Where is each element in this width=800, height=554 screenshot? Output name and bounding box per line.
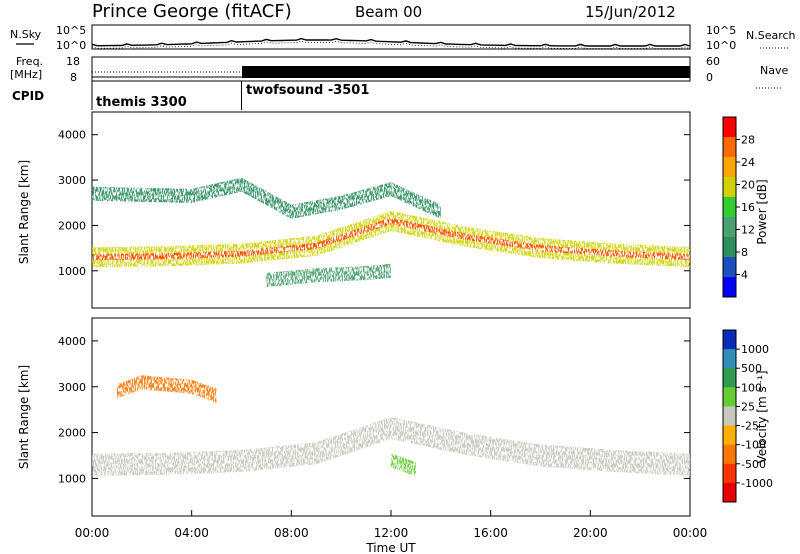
noise-right-tick-bottom: 10^0: [706, 39, 736, 52]
velocity-colorbar-swatch: [723, 387, 736, 407]
beam-label: Beam 00: [355, 3, 422, 21]
y-tick-label: 2000: [58, 219, 86, 232]
velocity-band: [92, 417, 690, 476]
power-band: [266, 263, 391, 287]
velocity-colorbar-tick-label: -100: [741, 439, 766, 452]
freq-label-2: [MHz]: [10, 68, 42, 81]
noise-sky-line: [91, 37, 691, 47]
power-colorbar-swatch: [723, 237, 736, 258]
power-colorbar-swatch: [723, 277, 736, 298]
x-tick-label: 16:00: [473, 526, 508, 540]
velocity-ylabel: Slant Range [km]: [17, 365, 31, 469]
power-colorbar-tick-label: 16: [741, 201, 755, 214]
x-tick-label: 08:00: [274, 526, 309, 540]
velocity-colorbar-swatch: [723, 482, 736, 503]
noise-left-label: N.Sky: [10, 28, 42, 41]
y-tick-label: 1000: [58, 265, 86, 278]
noise-right-tick-top: 10^5: [706, 24, 736, 37]
y-tick-label: 3000: [58, 174, 86, 187]
velocity-colorbar-tick-label: -25: [741, 420, 759, 433]
noise-panel: [91, 24, 691, 50]
velocity-colorbar-swatch: [723, 330, 736, 350]
y-tick-label: 3000: [58, 381, 86, 394]
x-axis-label: Time UT: [365, 541, 416, 554]
velocity-colorbar-swatch: [723, 425, 736, 446]
velocity-colorbar-swatch: [723, 368, 736, 388]
velocity-colorbar: 1000 500 100 25 -25 -100 -500 -1000: [722, 329, 773, 503]
cpid-segment-2: twofsound -3501: [246, 83, 369, 98]
velocity-colorbar-label: Velocity [m s⁻¹]: [755, 370, 769, 463]
power-colorbar-swatch: [723, 137, 736, 158]
nave-tick-bottom: 0: [706, 71, 713, 84]
power-colorbar-swatch: [723, 157, 736, 178]
date-label: 15/Jun/2012: [585, 3, 676, 21]
velocity-colorbar-swatch: [723, 406, 736, 427]
noise-search-line: [91, 40, 691, 49]
power-colorbar-swatch: [723, 217, 736, 238]
freq-panel: [91, 56, 691, 82]
power-colorbar-tick-label: 8: [741, 246, 748, 259]
velocity-band: [391, 453, 416, 477]
velocity-colorbar-tick-label: 500: [741, 362, 762, 375]
power-colorbar-swatch: [723, 117, 736, 138]
velocity-colorbar-swatch: [723, 349, 736, 369]
noise-left-tick-top: 10^5: [56, 24, 86, 37]
power-colorbar-tick-label: 12: [741, 224, 755, 237]
power-colorbar-label: Power [dB]: [755, 179, 769, 244]
y-tick-label: 4000: [58, 129, 86, 142]
velocity-colorbar-tick-label: 100: [741, 381, 762, 394]
power-colorbar: 28 24 20 16 12 8 4: [722, 116, 755, 298]
noise-left-tick-bottom: 10^0: [56, 39, 86, 52]
x-tick-label: 00:00: [75, 526, 110, 540]
velocity-panel: 1000 2000 3000 4000: [58, 317, 691, 517]
power-colorbar-swatch: [723, 257, 736, 278]
velocity-colorbar-swatch: [723, 444, 736, 465]
power-colorbar-swatch: [723, 177, 736, 198]
velocity-colorbar-tick-label: -500: [741, 458, 766, 471]
velocity-colorbar-tick-label: 25: [741, 400, 755, 413]
power-band-core: [92, 217, 690, 261]
station-title: Prince George (fitACF): [92, 1, 292, 22]
y-tick-label: 1000: [58, 472, 86, 485]
y-tick-label: 2000: [58, 427, 86, 440]
power-band: [92, 177, 441, 219]
power-ylabel: Slant Range [km]: [17, 160, 31, 264]
power-colorbar-tick-label: 4: [741, 269, 748, 282]
velocity-colorbar-swatch: [723, 463, 736, 484]
cpid-segment-1: themis 3300: [96, 95, 187, 110]
freq-tick-bottom: 8: [70, 71, 77, 84]
velocity-colorbar-tick-label: 1000: [741, 343, 769, 356]
x-tick-label: 04:00: [174, 526, 209, 540]
freq-tick-top: 18: [66, 55, 80, 68]
freq-label-1: Freq.: [16, 55, 43, 68]
cpid-label: CPID: [12, 89, 44, 103]
power-colorbar-swatch: [723, 197, 736, 218]
nave-tick-top: 60: [706, 55, 720, 68]
nave-block: [242, 66, 690, 78]
power-colorbar-tick-label: 24: [741, 156, 755, 169]
velocity-band: [116, 375, 217, 403]
y-tick-label: 4000: [58, 335, 86, 348]
x-tick-label: 00:00: [673, 526, 708, 540]
power-colorbar-tick-label: 20: [741, 179, 755, 192]
noise-right-label: N.Search: [746, 29, 796, 42]
velocity-colorbar-tick-label: -1000: [741, 477, 773, 490]
power-panel: 1000 2000 3000 4000: [58, 111, 691, 309]
power-colorbar-tick-label: 28: [741, 134, 755, 147]
x-axis: 00:00 04:00 08:00 12:00 16:00 20:00 00:00: [75, 510, 708, 540]
x-tick-label: 12:00: [374, 526, 409, 540]
nave-label: Nave: [760, 64, 788, 77]
x-tick-label: 20:00: [573, 526, 608, 540]
